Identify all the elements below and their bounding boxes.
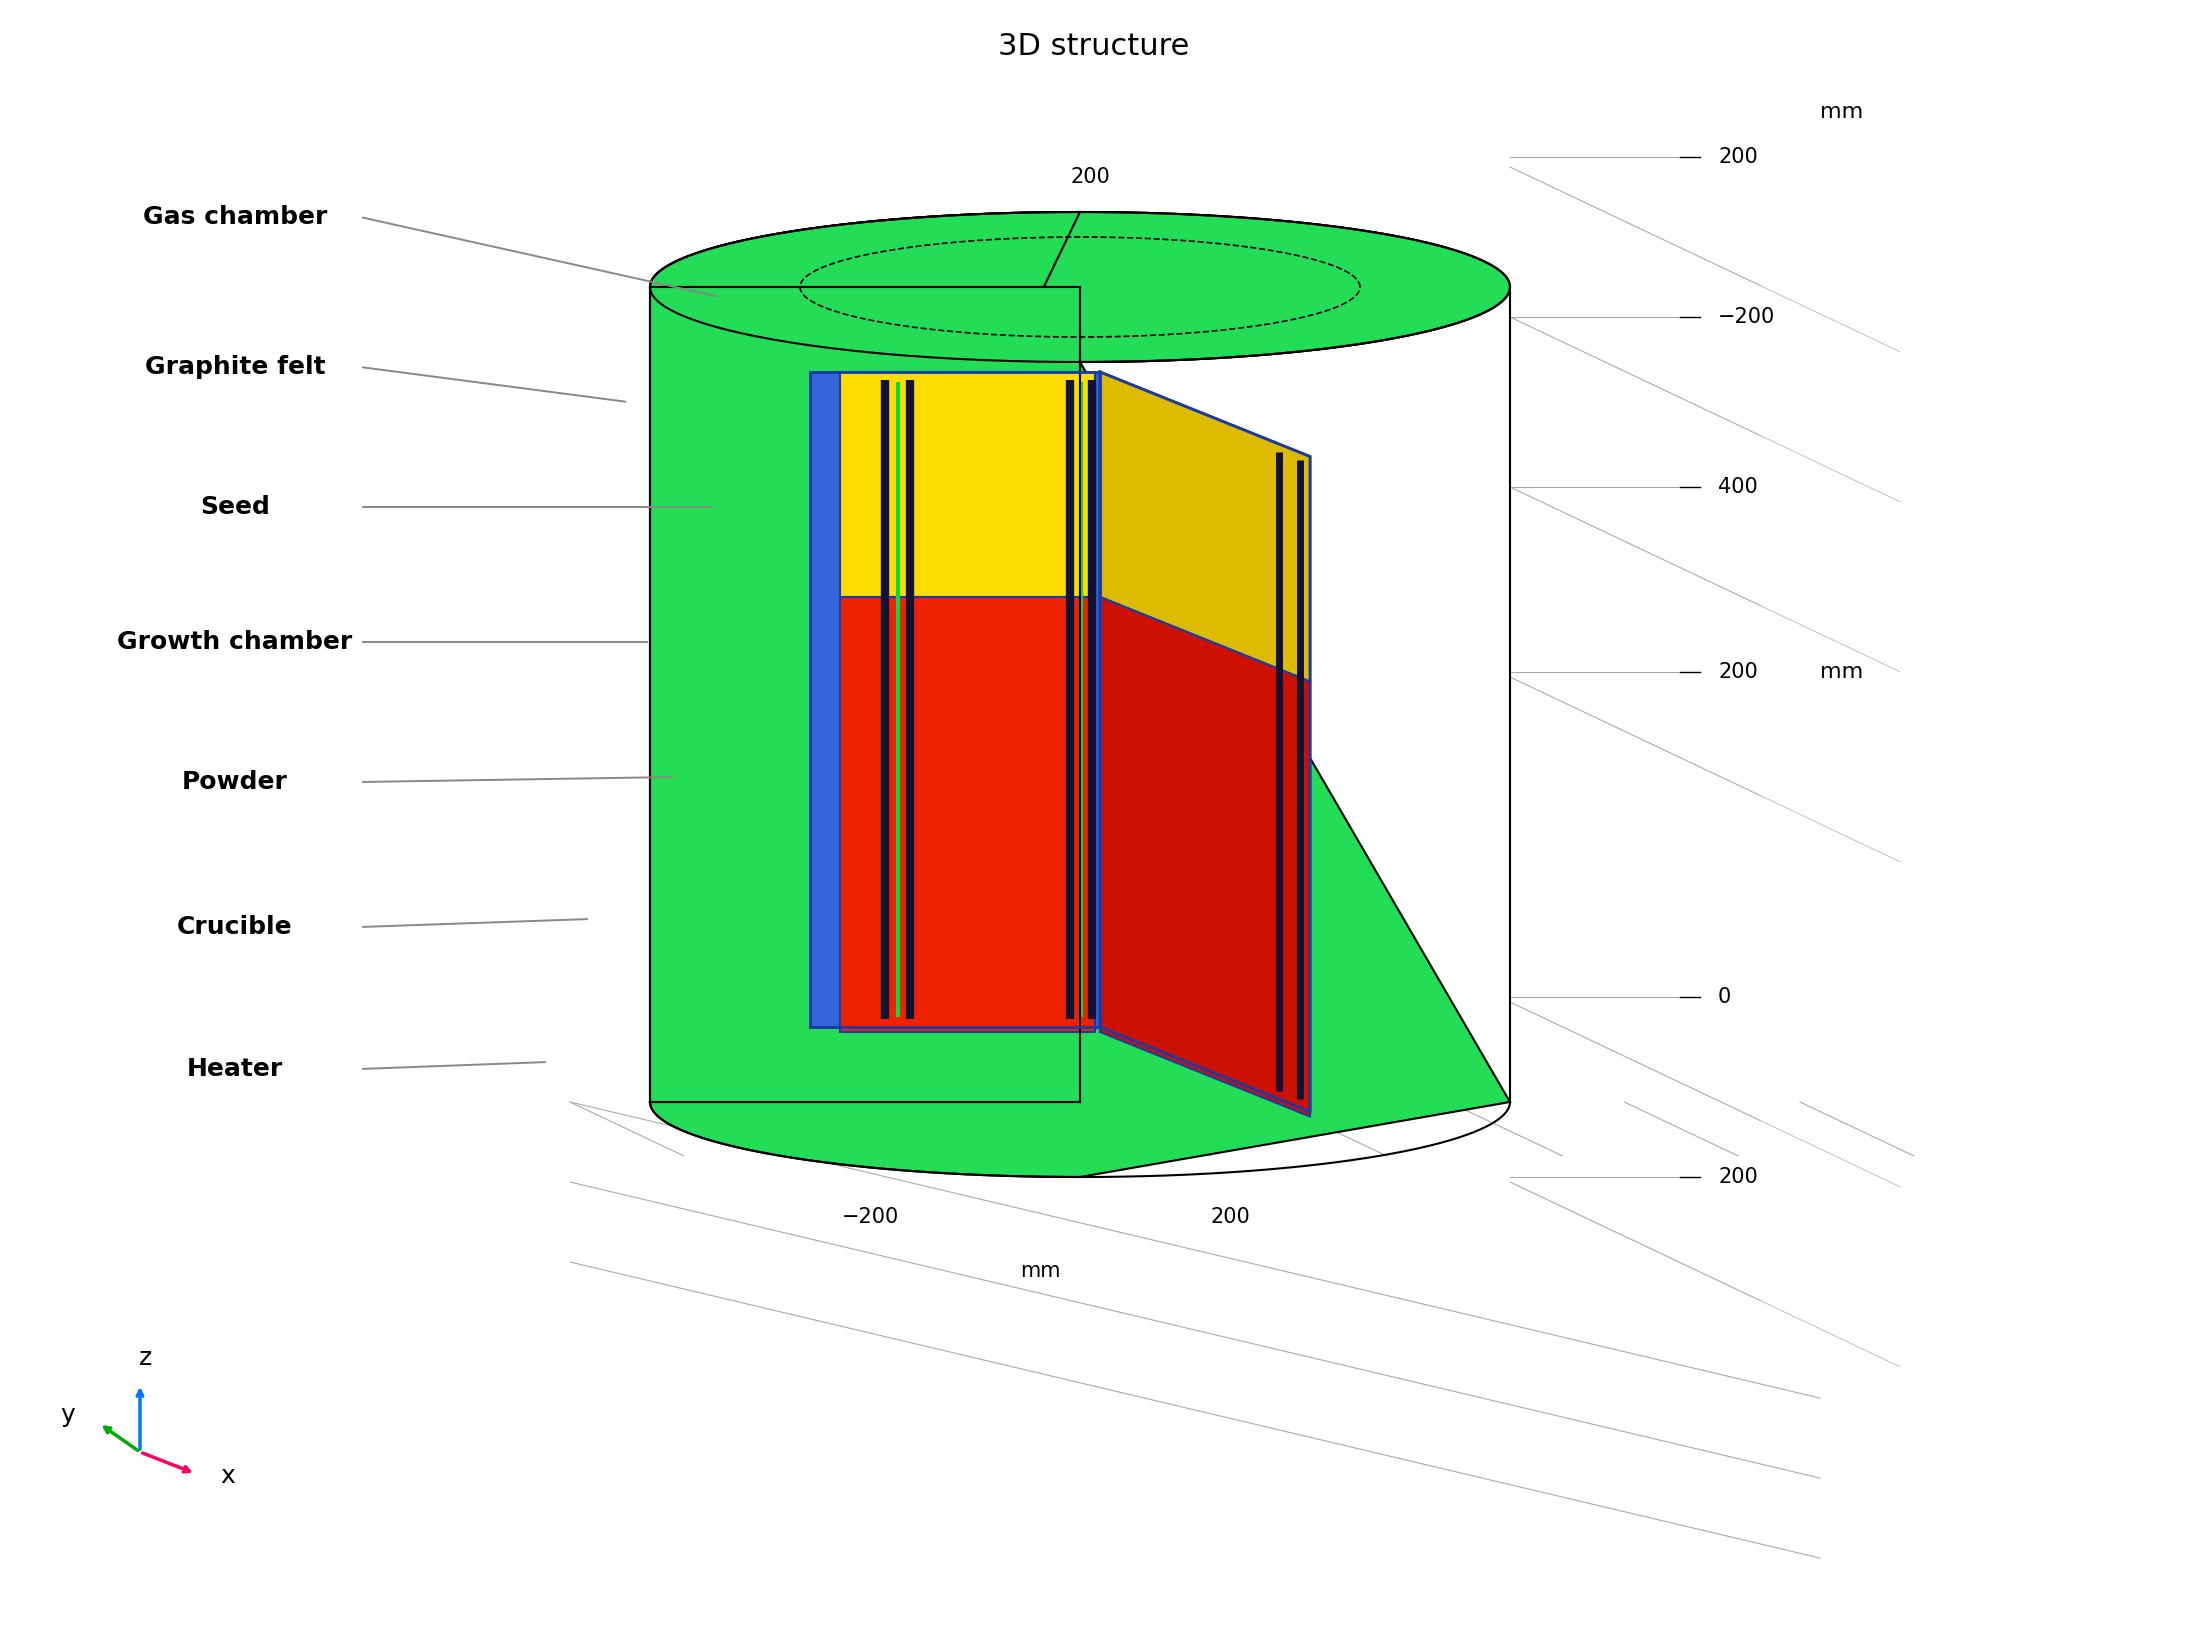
Text: Growth chamber: Growth chamber bbox=[118, 631, 352, 654]
Text: −200: −200 bbox=[842, 1207, 899, 1227]
Polygon shape bbox=[650, 212, 1081, 1102]
Text: x: x bbox=[221, 1464, 236, 1487]
Text: mm: mm bbox=[1820, 102, 1864, 122]
Polygon shape bbox=[1101, 372, 1311, 1112]
Text: −200: −200 bbox=[1718, 306, 1774, 328]
Text: 400: 400 bbox=[1718, 478, 1757, 497]
Text: 200: 200 bbox=[1718, 1168, 1757, 1187]
Text: mm: mm bbox=[1020, 1262, 1061, 1281]
Polygon shape bbox=[810, 372, 1101, 1028]
Text: 200: 200 bbox=[1210, 1207, 1249, 1227]
Text: 200: 200 bbox=[1070, 166, 1109, 188]
Polygon shape bbox=[1101, 596, 1311, 1117]
Polygon shape bbox=[810, 1028, 1081, 1102]
Text: Graphite felt: Graphite felt bbox=[144, 356, 326, 379]
Polygon shape bbox=[650, 212, 1510, 1178]
Text: 200: 200 bbox=[1718, 662, 1757, 682]
Text: Gas chamber: Gas chamber bbox=[142, 204, 328, 229]
Polygon shape bbox=[1101, 372, 1311, 682]
Polygon shape bbox=[810, 287, 1081, 372]
Text: Crucible: Crucible bbox=[177, 916, 293, 939]
Text: 200: 200 bbox=[1718, 147, 1757, 166]
Text: Seed: Seed bbox=[199, 496, 269, 519]
Text: 0: 0 bbox=[1718, 987, 1731, 1006]
Text: mm: mm bbox=[1820, 662, 1864, 682]
Text: y: y bbox=[61, 1403, 74, 1426]
Polygon shape bbox=[650, 287, 810, 1102]
Text: Heater: Heater bbox=[186, 1057, 282, 1080]
Polygon shape bbox=[840, 372, 1094, 596]
Polygon shape bbox=[650, 212, 1510, 362]
Text: 3D structure: 3D structure bbox=[998, 31, 1190, 61]
Polygon shape bbox=[840, 596, 1094, 1033]
Text: Powder: Powder bbox=[182, 771, 289, 794]
Text: z: z bbox=[138, 1346, 151, 1370]
